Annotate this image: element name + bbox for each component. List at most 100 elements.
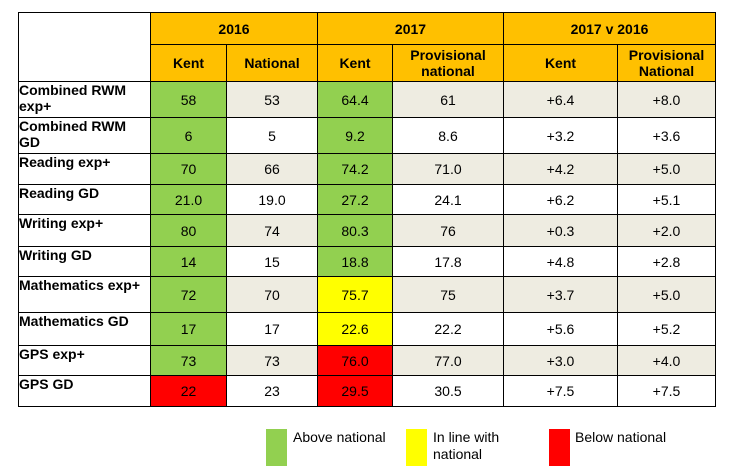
- national-change-cell: +2.0: [617, 214, 716, 247]
- national-change-cell: +8.0: [617, 81, 716, 118]
- kent-2016-cell: 6: [150, 117, 227, 154]
- national-2016-cell: 5: [226, 117, 318, 154]
- national-2016-cell: 23: [226, 375, 318, 407]
- col-kent-2016: Kent: [150, 44, 227, 82]
- row-label: Reading exp+: [18, 153, 151, 185]
- year-2017-header: 2017: [317, 12, 504, 45]
- kent-2017-cell: 29.5: [317, 375, 393, 407]
- national-2016-cell: 17: [226, 312, 318, 346]
- kent-2016-cell: 72: [150, 276, 227, 313]
- national-change-cell: +4.0: [617, 345, 716, 376]
- row-label: GPS exp+: [18, 345, 151, 376]
- national-change-cell: +5.2: [617, 312, 716, 346]
- row-label: Writing GD: [18, 246, 151, 277]
- kent-change-cell: +3.7: [503, 276, 618, 313]
- kent-2017-cell: 74.2: [317, 153, 393, 185]
- kent-2017-cell: 76.0: [317, 345, 393, 376]
- provisional-national-2017-cell: 24.1: [392, 184, 504, 215]
- provisional-national-2017-cell: 17.8: [392, 246, 504, 277]
- col-national-2016: National: [226, 44, 318, 82]
- row-label: GPS GD: [18, 375, 151, 407]
- provisional-national-2017-cell: 75: [392, 276, 504, 313]
- legend-label-below: Below national: [575, 429, 667, 445]
- kent-2017-cell: 75.7: [317, 276, 393, 313]
- row-label: Combined RWM exp+: [18, 81, 151, 118]
- legend-swatch-inline: [406, 429, 427, 466]
- table-row: GPS exp+ 73 73 76.0 77.0 +3.0 +4.0: [18, 345, 716, 376]
- table-row: Combined RWM GD 6 5 9.2 8.6 +3.2 +3.6: [18, 117, 716, 154]
- results-table: 2016 2017 2017 v 2016 Kent National Kent…: [18, 12, 716, 407]
- kent-change-cell: +6.4: [503, 81, 618, 118]
- table-row: Combined RWM exp+ 58 53 64.4 61 +6.4 +8.0: [18, 81, 716, 118]
- kent-2017-cell: 9.2: [317, 117, 393, 154]
- table-row: Reading exp+ 70 66 74.2 71.0 +4.2 +5.0: [18, 153, 716, 185]
- provisional-national-2017-cell: 71.0: [392, 153, 504, 185]
- provisional-national-2017-cell: 30.5: [392, 375, 504, 407]
- kent-change-cell: +6.2: [503, 184, 618, 215]
- kent-2017-cell: 27.2: [317, 184, 393, 215]
- kent-2016-cell: 70: [150, 153, 227, 185]
- kent-2016-cell: 73: [150, 345, 227, 376]
- year-2016-header: 2016: [150, 12, 318, 45]
- kent-change-cell: +5.6: [503, 312, 618, 346]
- corner-blank-cell: [18, 12, 151, 82]
- legend-label-above: Above national: [293, 429, 386, 445]
- comparison-header: 2017 v 2016: [503, 12, 716, 45]
- kent-2016-cell: 14: [150, 246, 227, 277]
- kent-2017-cell: 80.3: [317, 214, 393, 247]
- national-2016-cell: 74: [226, 214, 318, 247]
- kent-2017-cell: 18.8: [317, 246, 393, 277]
- header-row-years: 2016 2017 2017 v 2016: [18, 12, 716, 82]
- table-row: Writing GD 14 15 18.8 17.8 +4.8 +2.8: [18, 246, 716, 277]
- kent-2017-cell: 22.6: [317, 312, 393, 346]
- legend-swatch-above: [266, 429, 287, 466]
- row-label: Combined RWM GD: [18, 117, 151, 154]
- kent-2016-cell: 80: [150, 214, 227, 247]
- kent-2016-cell: 21.0: [150, 184, 227, 215]
- header-row-columns: Kent National Kent Provisional national …: [19, 44, 716, 82]
- kent-change-cell: +3.0: [503, 345, 618, 376]
- table-row: Reading GD 21.0 19.0 27.2 24.1 +6.2 +5.1: [18, 184, 716, 215]
- kent-change-cell: +4.2: [503, 153, 618, 185]
- col-provisional-national-change: Provisional National: [617, 44, 716, 82]
- table-row: GPS GD 22 23 29.5 30.5 +7.5 +7.5: [18, 375, 716, 407]
- national-change-cell: +5.1: [617, 184, 716, 215]
- kent-2016-cell: 17: [150, 312, 227, 346]
- national-2016-cell: 19.0: [226, 184, 318, 215]
- provisional-national-2017-cell: 61: [392, 81, 504, 118]
- national-change-cell: +2.8: [617, 246, 716, 277]
- kent-change-cell: +3.2: [503, 117, 618, 154]
- row-label: Mathematics GD: [18, 312, 151, 346]
- legend-label-inline: In line with national: [433, 429, 500, 462]
- row-label: Mathematics exp+: [18, 276, 151, 313]
- kent-change-cell: +7.5: [503, 375, 618, 407]
- row-label: Writing exp+: [18, 214, 151, 247]
- national-2016-cell: 15: [226, 246, 318, 277]
- national-2016-cell: 73: [226, 345, 318, 376]
- kent-change-cell: +4.8: [503, 246, 618, 277]
- kent-2017-cell: 64.4: [317, 81, 393, 118]
- table-row: Mathematics exp+ 72 70 75.7 75 +3.7 +5.0: [18, 276, 716, 313]
- kent-2016-cell: 58: [150, 81, 227, 118]
- legend-swatch-below: [549, 429, 570, 466]
- provisional-national-2017-cell: 8.6: [392, 117, 504, 154]
- col-kent-change: Kent: [503, 44, 618, 82]
- national-2016-cell: 53: [226, 81, 318, 118]
- table-body: Combined RWM exp+ 58 53 64.4 61 +6.4 +8.0 Combi…: [18, 81, 716, 407]
- col-kent-2017: Kent: [317, 44, 393, 82]
- national-change-cell: +7.5: [617, 375, 716, 407]
- col-provisional-national-2017: Provisional national: [392, 44, 504, 82]
- provisional-national-2017-cell: 22.2: [392, 312, 504, 346]
- table-row: Writing exp+ 80 74 80.3 76 +0.3 +2.0: [18, 214, 716, 247]
- national-2016-cell: 66: [226, 153, 318, 185]
- national-change-cell: +3.6: [617, 117, 716, 154]
- provisional-national-2017-cell: 77.0: [392, 345, 504, 376]
- kent-2016-cell: 22: [150, 375, 227, 407]
- national-change-cell: +5.0: [617, 153, 716, 185]
- national-2016-cell: 70: [226, 276, 318, 313]
- table-header: 2016 2017 2017 v 2016 Kent National Kent…: [18, 12, 716, 82]
- national-change-cell: +5.0: [617, 276, 716, 313]
- table-row: Mathematics GD 17 17 22.6 22.2 +5.6 +5.2: [18, 312, 716, 346]
- row-label: Reading GD: [18, 184, 151, 215]
- kent-change-cell: +0.3: [503, 214, 618, 247]
